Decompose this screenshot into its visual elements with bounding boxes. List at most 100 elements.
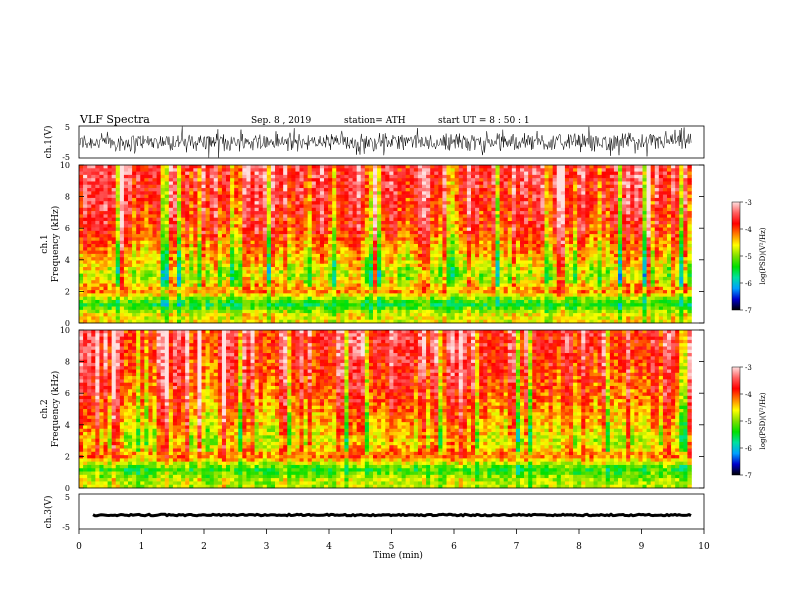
ch1-spectrogram-cell [123,234,129,238]
ch1-spectrogram-cell [613,211,619,215]
ch1-spectrogram-cell [446,188,451,192]
ch1-spectrogram-cell [679,207,684,212]
ch1-spectrogram-cell [185,207,190,212]
ch1-spectrogram-cell [536,227,541,232]
ch1-spectrogram-cell [634,244,639,248]
ch1-spectrogram-cell [279,217,284,222]
ch1-spectrogram-cell [262,197,268,202]
ch1-spectrogram-cell [630,247,635,251]
ch1-spectrogram-cell [654,240,660,245]
ch1-spectrogram-cell [299,257,304,261]
ch1-spectrogram-cell [422,253,427,258]
ch1-spectrogram-cell [548,224,553,228]
ch1-spectrogram-cell [217,263,223,268]
ch1-spectrogram-cell [650,253,656,258]
ch1-spectrogram-cell [148,244,153,248]
ch1-spectrogram-cell [589,220,594,225]
ch1-spectrogram-cell [654,263,660,268]
ch1-spectrogram-cell [462,217,468,222]
ch1-spectrogram-cell [217,270,223,274]
ch1-spectrogram-cell [168,263,174,268]
ch1-spectrogram-cell [618,207,623,212]
ch1-spectrogram-cell [99,171,104,176]
ch1-spectrogram-cell [226,165,231,169]
ch1-spectrogram-cell [217,201,223,205]
ch1-spectrogram-cell [234,270,239,274]
ch1-spectrogram-cell [123,230,129,235]
ch1-spectrogram-cell [360,165,366,169]
ch1-spectrogram-cell [148,184,153,189]
ch1-spectrogram-cell [528,204,533,209]
ch1-spectrogram-cell [144,178,149,182]
ch1-spectrogram-cell [254,174,259,179]
ch1-spectrogram-cell [332,227,337,232]
ch1-spectrogram-cell [577,220,582,225]
ch1-spectrogram-cell [458,194,464,199]
ch1-spectrogram-cell [560,211,566,215]
ch1-spectrogram-cell [250,250,255,255]
ch1-spectrogram-cell [344,247,349,251]
ch1-spectrogram-cell [123,168,129,172]
ch1-spectrogram-cell [385,253,390,258]
ch1-spectrogram-cell [315,217,321,222]
ch1-spectrogram-cell [646,227,651,232]
ch1-spectrogram-cell [258,197,264,202]
ch1-spectrogram-cell [646,211,651,215]
ch1-spectrogram-cell [377,253,382,258]
ch1-spectrogram-cell [471,247,476,251]
ch1-spectrogram-cell [552,181,558,186]
ch1-spectrogram-cell [172,178,178,182]
ch1-spectrogram-cell [683,165,688,169]
ch1-spectrogram-cell [132,191,137,195]
ch1-spectrogram-cell [385,270,390,274]
ch1-spectrogram-cell [560,181,566,186]
ch1-spectrogram-cell [95,230,100,235]
ch1-spectrogram-cell [646,237,651,242]
ch1-spectrogram-cell [328,171,333,176]
ch1-spectrogram-cell [266,250,272,255]
ch1-spectrogram-cell [426,201,431,205]
ch1-spectrogram-cell [458,227,464,232]
ch1-spectrogram-cell [115,270,121,274]
ch1-spectrogram-cell [487,188,492,192]
ch1-spectrogram-cell [258,207,264,212]
ch1-spectrogram-cell [373,197,378,202]
ch1-spectrogram-cell [303,230,308,235]
ch1-spectrogram-cell [319,191,325,195]
ch1-spectrogram-cell [422,224,427,228]
ch1-spectrogram-cell [148,191,153,195]
ch1-spectrogram-cell [189,267,194,271]
ch1-spectrogram-cell [205,260,210,265]
ch1-spectrogram-cell [356,184,362,189]
ch1-spectrogram-cell [417,263,423,268]
ch1-spectrogram-cell [581,257,586,261]
ch1-spectrogram-cell [642,267,647,271]
ch1-spectrogram-cell [168,270,174,274]
ch1-spectrogram-cell [597,250,602,255]
ch1-spectrogram-cell [540,188,545,192]
ch1-spectrogram-cell [160,214,166,218]
ch1-spectrogram-cell [393,240,398,245]
ch1-spectrogram-cell [654,184,660,189]
ch1-spectrogram-cell [409,263,415,268]
ch1-spectrogram-cell [119,234,125,238]
ch1-spectrogram-cell [128,214,133,218]
ch1-spectrogram-cell [601,168,607,172]
ch1-spectrogram-cell [364,184,370,189]
ch1-spectrogram-cell [646,188,651,192]
ch1-spectrogram-cell [128,174,133,179]
ch1-spectrogram-cell [630,191,635,195]
ch1-spectrogram-cell [466,194,472,199]
ch1-spectrogram-cell [303,267,308,271]
ch1-spectrogram-cell [471,191,476,195]
ch1-spectrogram-cell [336,244,341,248]
ch1-spectrogram-cell [83,204,88,209]
ch1-spectrogram-cell [609,257,615,261]
ch1-spectrogram-cell [340,224,345,228]
ch1-spectrogram-cell [589,247,594,251]
ch1-spectrogram-cell [246,250,251,255]
ch1-spectrogram-cell [201,240,206,245]
ch1-spectrogram-cell [336,267,341,271]
ch1-spectrogram-cell [172,207,178,212]
ch1-spectrogram-cell [136,247,141,251]
